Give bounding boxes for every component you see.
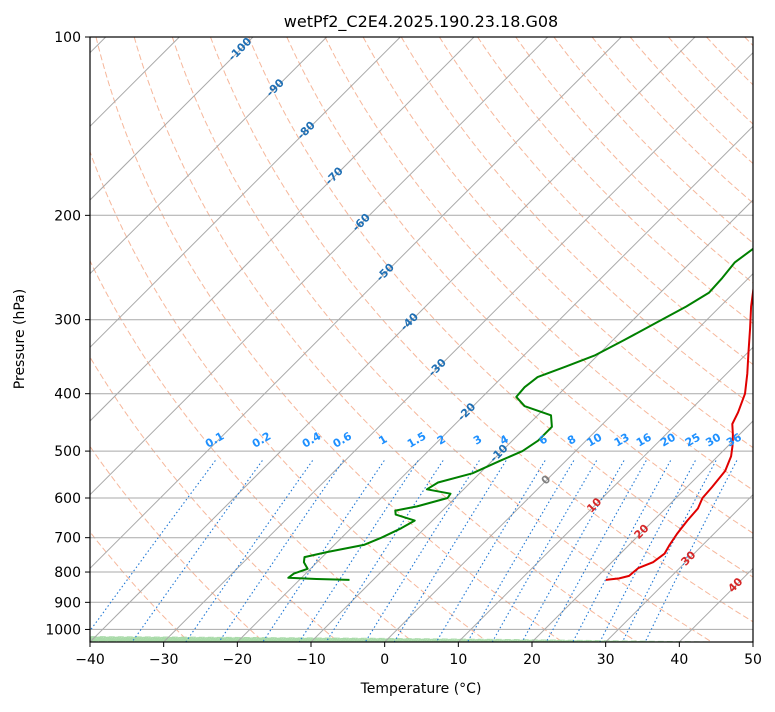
y-tick-label: 300 xyxy=(54,313,81,329)
x-axis-label: Temperature (°C) xyxy=(360,681,482,697)
y-tick-label: 700 xyxy=(54,531,81,547)
x-tick-label: −40 xyxy=(75,652,105,668)
x-tick-label: 50 xyxy=(744,652,762,668)
y-tick-label: 400 xyxy=(54,387,81,403)
y-tick-label: 600 xyxy=(54,491,81,507)
y-tick-label: 1000 xyxy=(45,622,81,638)
x-tick-label: −10 xyxy=(296,652,326,668)
x-tick-label: 20 xyxy=(523,652,541,668)
x-tick-label: 30 xyxy=(597,652,615,668)
y-tick-label: 800 xyxy=(54,565,81,581)
x-tick-label: −30 xyxy=(149,652,179,668)
y-tick-label: 200 xyxy=(54,208,81,224)
y-tick-label: 900 xyxy=(54,595,81,611)
y-tick-label: 500 xyxy=(54,444,81,460)
y-axis-label: Pressure (hPa) xyxy=(12,289,28,389)
y-tick-label: 100 xyxy=(54,30,81,46)
chart-title: wetPf2_C2E4.2025.190.23.18.G08 xyxy=(284,12,558,32)
x-tick-label: 40 xyxy=(670,652,688,668)
x-tick-label: 0 xyxy=(380,652,389,668)
x-tick-label: 10 xyxy=(449,652,467,668)
x-tick-label: −20 xyxy=(223,652,253,668)
